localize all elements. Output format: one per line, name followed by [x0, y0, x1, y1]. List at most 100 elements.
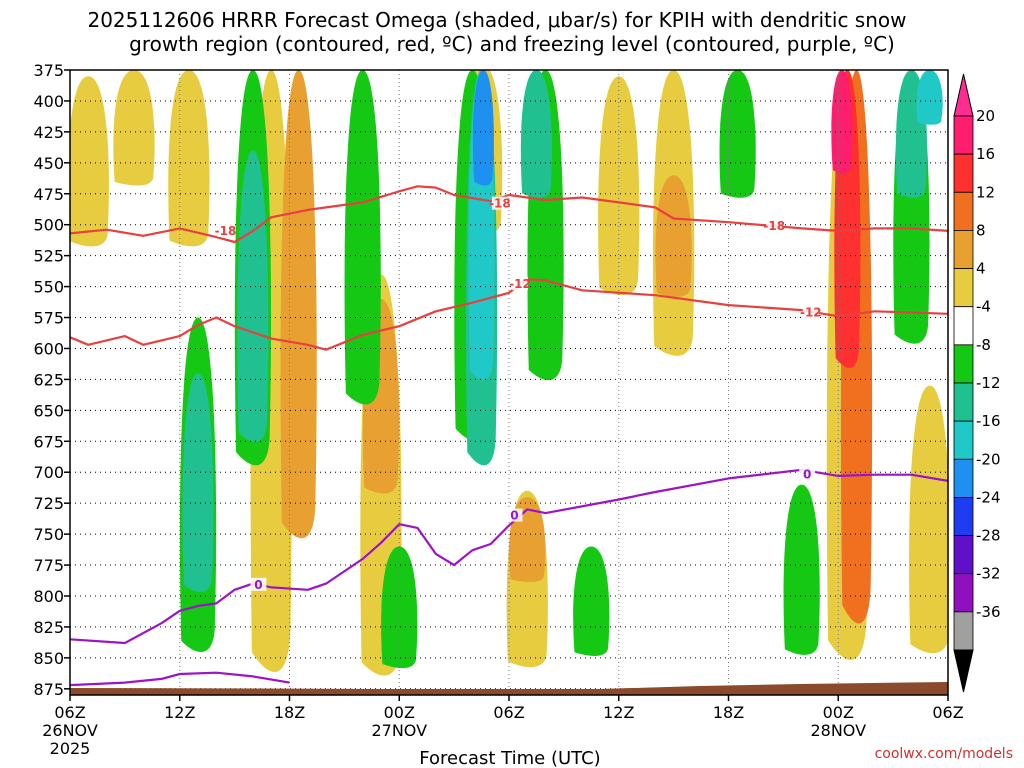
contour-label-freezing-1: 0 — [254, 578, 262, 592]
omega-region-12 — [655, 175, 692, 297]
y-tick-label-625: 625 — [33, 370, 64, 389]
contour-label-freezing-3: 0 — [803, 468, 811, 482]
credit-link[interactable]: coolwx.com/models — [875, 746, 1013, 762]
colorbar-swatch-9 — [953, 458, 974, 498]
colorbar-swatch-4 — [953, 268, 974, 308]
colorbar-label-8: -16 — [976, 412, 1001, 430]
contour-label-minus18-3-bg — [766, 218, 783, 232]
x-tick-label-2: 18Z — [274, 703, 305, 722]
colorbar-label-11: -28 — [976, 527, 1001, 545]
colorbar-label-2: 12 — [976, 183, 995, 201]
colorbar-label-4: 4 — [976, 260, 986, 278]
y-tick-label-600: 600 — [33, 339, 64, 358]
colorbar-swatch-2 — [953, 191, 974, 231]
omega-region-23 — [381, 546, 418, 669]
contour-label-minus12-2: -12 — [800, 306, 822, 320]
colorbar-swatch-7 — [953, 382, 974, 422]
y-tick-label-825: 825 — [33, 618, 64, 637]
y-tick-label-700: 700 — [33, 463, 64, 482]
x-tick-label-8: 06Z — [932, 703, 963, 722]
chart-title-line-2: growth region (contoured, red, ºC) and f… — [129, 32, 895, 56]
x-tick-label-0: 06Z — [54, 703, 85, 722]
omega-region-29 — [520, 70, 553, 198]
omega-region-30 — [573, 546, 610, 656]
y-axis: 375 400 425 450 475 500 525 550 575 600 625 650 675 7… — [33, 61, 70, 699]
colorbar-swatch-12 — [953, 573, 974, 613]
grid-lines — [70, 70, 948, 695]
colorbar-swatch-5 — [953, 306, 974, 346]
omega-region-2 — [168, 70, 210, 247]
y-tick-label-850: 850 — [33, 649, 64, 668]
temperature-contours: -18 -18 -18 -12 -12 0 0 0 — [70, 185, 948, 687]
plot-area: -18 -18 -18 -12 -12 0 0 0 — [70, 70, 948, 695]
y-tick-label-775: 775 — [33, 556, 64, 575]
y-tick-label-375: 375 — [33, 61, 64, 80]
y-tick-label-675: 675 — [33, 432, 64, 451]
colorbar-label-7: -12 — [976, 374, 1001, 392]
omega-region-4 — [280, 70, 317, 539]
colorbar-label-9: -20 — [976, 450, 1001, 468]
omega-region-16 — [831, 70, 853, 174]
omega-region-21 — [237, 150, 269, 443]
contour-label-minus18-2: -18 — [489, 197, 511, 211]
y-tick-label-875: 875 — [33, 680, 64, 699]
x-axis-label: Forecast Time (UTC) — [419, 748, 600, 768]
x-tick-label-3: 00Z — [384, 703, 415, 722]
omega-region-22 — [344, 70, 381, 405]
colorbar-swatch-11 — [953, 535, 974, 575]
y-tick-label-400: 400 — [33, 92, 64, 111]
x-tick-label-7: 00Z — [823, 703, 854, 722]
x-date-label-0: 26NOV — [42, 721, 98, 740]
colorbar-label-13: -36 — [976, 603, 1001, 621]
omega-region-32 — [783, 484, 820, 655]
contour-label-minus12-1-bg — [511, 277, 528, 291]
colorbar-top-arrow — [953, 73, 974, 117]
colorbar: 20 16 12 8 4 -4 -8 -12 -16 -20 -24 -28 -32 -36 — [953, 73, 1001, 693]
contour-minus12 — [70, 278, 948, 351]
contour-label-minus18-3: -18 — [763, 219, 785, 233]
contour-label-minus18-2-bg — [491, 196, 508, 210]
colorbar-label-6: -8 — [976, 336, 991, 354]
colorbar-swatch-6 — [953, 344, 974, 384]
colorbar-label-3: 8 — [976, 221, 986, 239]
contour-label-freezing-2-bg — [506, 508, 523, 522]
omega-region-27 — [472, 70, 494, 186]
colorbar-label-5: -4 — [976, 298, 991, 316]
x-tick-label-5: 12Z — [603, 703, 634, 722]
x-date-label-3: 27NOV — [371, 721, 427, 740]
y-tick-label-725: 725 — [33, 494, 64, 513]
omega-region-17 — [909, 385, 948, 654]
contour-freezing-surface — [70, 671, 290, 687]
omega-region-31 — [719, 70, 756, 198]
x-tick-label-6: 18Z — [713, 703, 744, 722]
colorbar-swatch-3 — [953, 230, 974, 269]
omega-region-35 — [916, 70, 943, 125]
omega-region-0 — [70, 76, 109, 247]
y-tick-label-500: 500 — [33, 216, 64, 235]
contour-label-freezing-1-bg — [250, 577, 267, 591]
colorbar-swatch-13 — [953, 611, 974, 651]
colorbar-swatch-1 — [953, 153, 974, 193]
y-tick-label-550: 550 — [33, 278, 64, 297]
omega-shading — [70, 70, 948, 676]
contour-label-minus12-2-bg — [802, 305, 819, 319]
colorbar-swatch-0 — [953, 115, 974, 155]
colorbar-bottom-arrow — [953, 649, 974, 693]
colorbar-label-10: -24 — [976, 488, 1001, 506]
x-date-label-7: 28NOV — [810, 721, 866, 740]
colorbar-swatch-10 — [953, 497, 974, 536]
omega-region-10 — [598, 76, 640, 296]
x-year-label-0: 2025 — [50, 739, 91, 758]
x-tick-label-1: 12Z — [164, 703, 195, 722]
contour-label-minus18-1: -18 — [215, 224, 237, 238]
terrain-ground — [70, 682, 948, 695]
y-tick-label-525: 525 — [33, 247, 64, 266]
contour-label-minus12-1: -12 — [509, 277, 531, 291]
colorbar-label-12: -32 — [976, 565, 1001, 583]
contour-label-minus18-1-bg — [217, 223, 234, 237]
contour-label-freezing-2: 0 — [510, 509, 518, 523]
omega-region-1 — [113, 70, 155, 186]
contour-freezing — [70, 468, 948, 645]
